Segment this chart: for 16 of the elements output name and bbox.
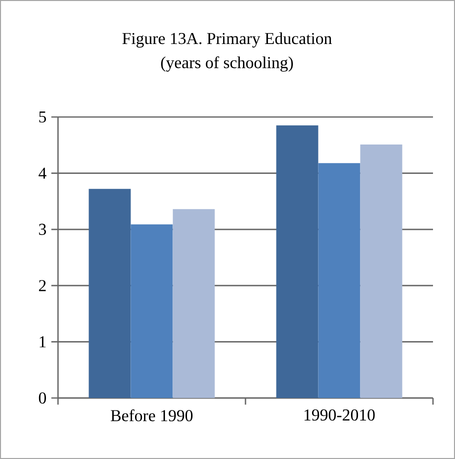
bar xyxy=(88,188,131,398)
chart-title: Figure 13A. Primary Education xyxy=(122,32,332,48)
bar xyxy=(172,209,215,398)
y-tick-label: 5 xyxy=(39,111,46,123)
y-tick-label: 3 xyxy=(39,224,46,235)
bar xyxy=(360,144,402,398)
y-tick-label: 2 xyxy=(39,280,46,292)
x-tick-label: 1990-2010 xyxy=(304,409,375,421)
bar xyxy=(318,163,360,398)
y-tick-label: 4 xyxy=(38,168,46,179)
bar xyxy=(276,125,318,398)
bar xyxy=(130,224,173,398)
x-tick-label: Before 1990 xyxy=(110,409,193,422)
y-tick-label: 0 xyxy=(38,392,46,404)
chart-subtitle: (years of schooling) xyxy=(161,56,293,72)
y-tick-label: 1 xyxy=(40,336,46,348)
